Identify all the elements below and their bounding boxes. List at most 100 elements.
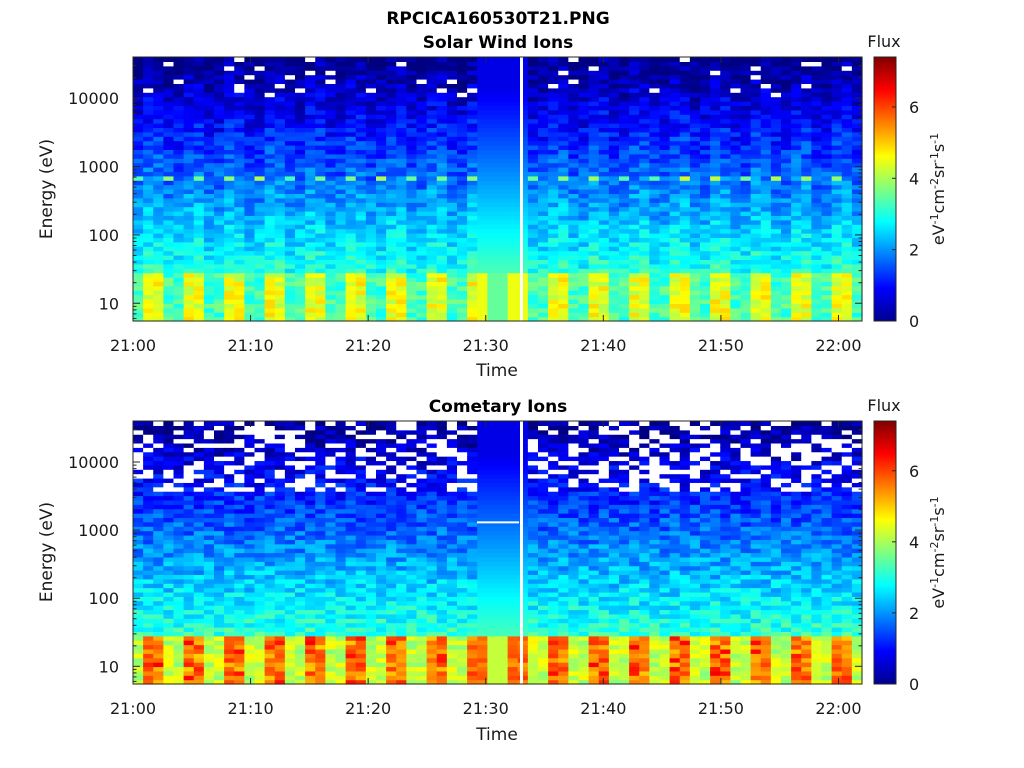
heatmap-cell [355,197,367,203]
heatmap-cell [133,259,144,265]
heatmap-cell [406,140,418,146]
heatmap-cell [153,246,164,252]
heatmap-cell [345,281,357,287]
heatmap-cell [183,486,195,492]
heatmap-cell [750,83,762,89]
heatmap-cell [254,105,266,111]
heatmap-cell [345,237,357,243]
heatmap-cell [598,281,610,287]
heatmap-cell [639,303,650,309]
heatmap-cell [183,521,195,527]
heatmap-cell [416,79,428,84]
heatmap-cell [345,118,357,124]
heatmap-cell [133,561,144,567]
heatmap-cell [214,526,225,532]
heatmap-cell [781,57,792,62]
heatmap-cell [365,136,377,142]
heatmap-cell [781,145,792,150]
heatmap-cell [629,140,640,146]
heatmap-cell [578,167,590,172]
heatmap-cell [629,312,640,318]
heatmap-cell [163,565,175,571]
heatmap-cell [365,202,377,208]
heatmap-cell [649,228,661,234]
heatmap-cell [517,96,529,102]
heatmap-cell [608,65,620,71]
heatmap-cell [193,644,205,650]
heatmap-cell [760,101,772,106]
heatmap-cell [791,167,802,172]
heatmap-cell [477,281,488,287]
heatmap-cell [801,307,812,313]
heatmap-cell [203,189,215,194]
heatmap-cell [791,180,802,186]
heatmap-cell [497,285,509,291]
heatmap-cell [436,233,448,238]
heatmap-cell [173,491,185,497]
heatmap-cell [760,92,772,98]
heatmap-cell [538,123,549,128]
heatmap-cell [821,101,833,106]
heatmap-cell [153,105,164,111]
heatmap-cell [517,171,529,177]
heatmap-cell [700,272,711,278]
heatmap-cell [720,105,731,111]
heatmap-cell [487,162,499,168]
heatmap-cell [527,268,539,274]
heatmap-cell [315,114,326,120]
heatmap-cell [538,57,549,62]
heatmap-cell [538,241,549,247]
heatmap-cell [284,118,296,124]
heatmap-cell [193,451,205,457]
heatmap-cell [700,316,711,322]
heatmap-cell [406,237,418,243]
heatmap-cell [133,211,144,216]
heatmap-cell [406,127,418,133]
heatmap-cell [133,272,144,278]
heatmap-cell [831,241,843,247]
heatmap-cell [669,268,681,274]
heatmap-cell [720,123,731,128]
heatmap-cell [214,565,225,571]
heatmap-cell [527,312,539,318]
heatmap-cell [608,206,620,212]
heatmap-cell [345,149,357,155]
heatmap-cell [365,74,377,80]
heatmap-cell [345,307,357,313]
heatmap-cell [143,539,154,545]
heatmap-cell [143,316,154,322]
heatmap-cell [163,303,175,309]
heatmap-cell [355,180,367,186]
heatmap-cell [487,70,499,76]
heatmap-cell [588,202,600,208]
heatmap-cell [720,96,731,102]
heatmap-cell [669,171,681,177]
heatmap-cell [183,272,195,278]
heatmap-cell [811,189,823,194]
heatmap-cell [659,307,671,313]
heatmap-cell [163,74,175,80]
heatmap-cell [578,87,590,93]
heatmap-cell [608,167,620,172]
heatmap-cell [133,482,144,488]
heatmap-cell [396,277,407,282]
heatmap-cell [851,281,863,287]
figure-title: RPCICA160530T21.PNG [386,9,609,29]
heatmap-cell [386,153,397,159]
heatmap-cell [244,241,256,247]
heatmap-cell [335,281,347,287]
heatmap-cell [335,312,347,318]
heatmap-cell [619,149,630,155]
heatmap-cell [851,118,863,124]
heatmap-cell [396,153,407,159]
heatmap-cell [173,268,185,274]
heatmap-cell [821,79,833,84]
heatmap-cell [558,290,569,296]
heatmap-cell [568,114,580,120]
heatmap-cell [234,303,245,309]
heatmap-cell [578,61,590,67]
colorbar-unit-label: eV-1cm-2sr-1s-1 [928,133,948,245]
heatmap-cell [163,281,175,287]
heatmap-cell [203,61,215,67]
heatmap-cell [527,175,539,181]
